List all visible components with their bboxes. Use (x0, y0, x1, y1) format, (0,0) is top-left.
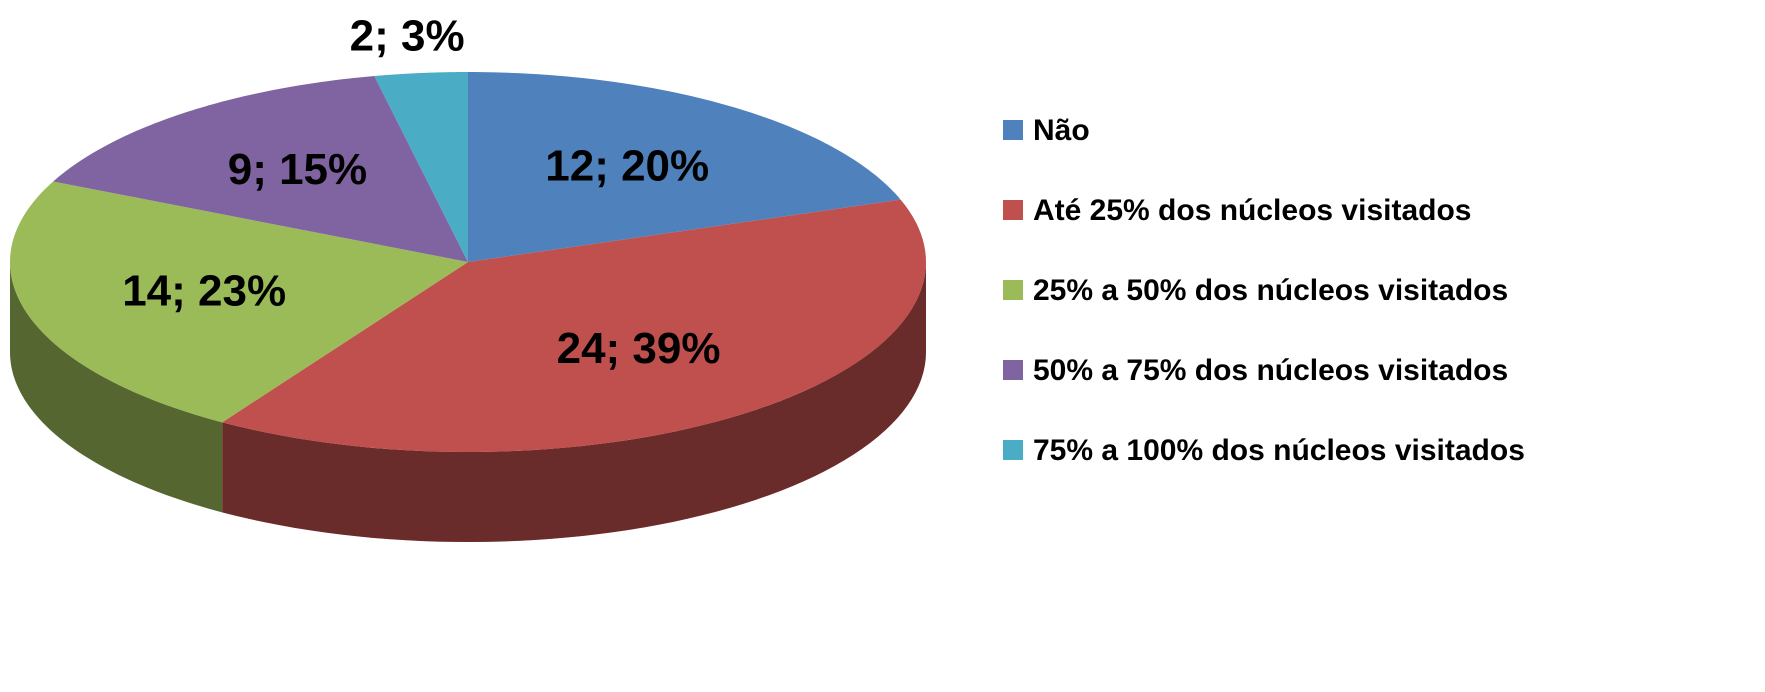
data-labels: 12; 20% 24; 39% 14; 23% 9; 15% 2; 3% (122, 12, 720, 373)
pie-slice (374, 72, 468, 262)
data-label: 2; 3% (350, 12, 465, 61)
legend-swatch (1003, 120, 1023, 140)
pie-slice (222, 199, 926, 452)
data-label: 12; 20% (545, 142, 709, 191)
pie-slice (10, 181, 469, 423)
pie-side (222, 262, 927, 542)
legend-label: Não (1033, 114, 1090, 147)
data-label: 14; 23% (122, 266, 286, 315)
legend: Não Até 25% dos núcleos visitados 25% a 50… (1003, 114, 1525, 467)
legend-label: 50% a 75% dos núcleos visitados (1033, 354, 1508, 387)
legend-swatch (1003, 440, 1023, 460)
pie-tops (10, 72, 926, 452)
legend-label: Até 25% dos núcleos visitados (1033, 194, 1471, 227)
pie-slice (468, 72, 901, 262)
pie-side (10, 262, 223, 513)
legend-swatch (1003, 360, 1023, 380)
pie-side-shade (10, 262, 223, 513)
data-label: 9; 15% (228, 145, 367, 194)
legend-swatch (1003, 280, 1023, 300)
pie-side-shade (222, 262, 927, 542)
legend-label: 25% a 50% dos núcleos visitados (1033, 274, 1508, 307)
legend-label: 75% a 100% dos núcleos visitados (1033, 434, 1525, 467)
pie-sides (10, 262, 927, 542)
legend-swatch (1003, 200, 1023, 220)
pie-slice (53, 76, 469, 262)
data-label: 24; 39% (557, 324, 721, 373)
